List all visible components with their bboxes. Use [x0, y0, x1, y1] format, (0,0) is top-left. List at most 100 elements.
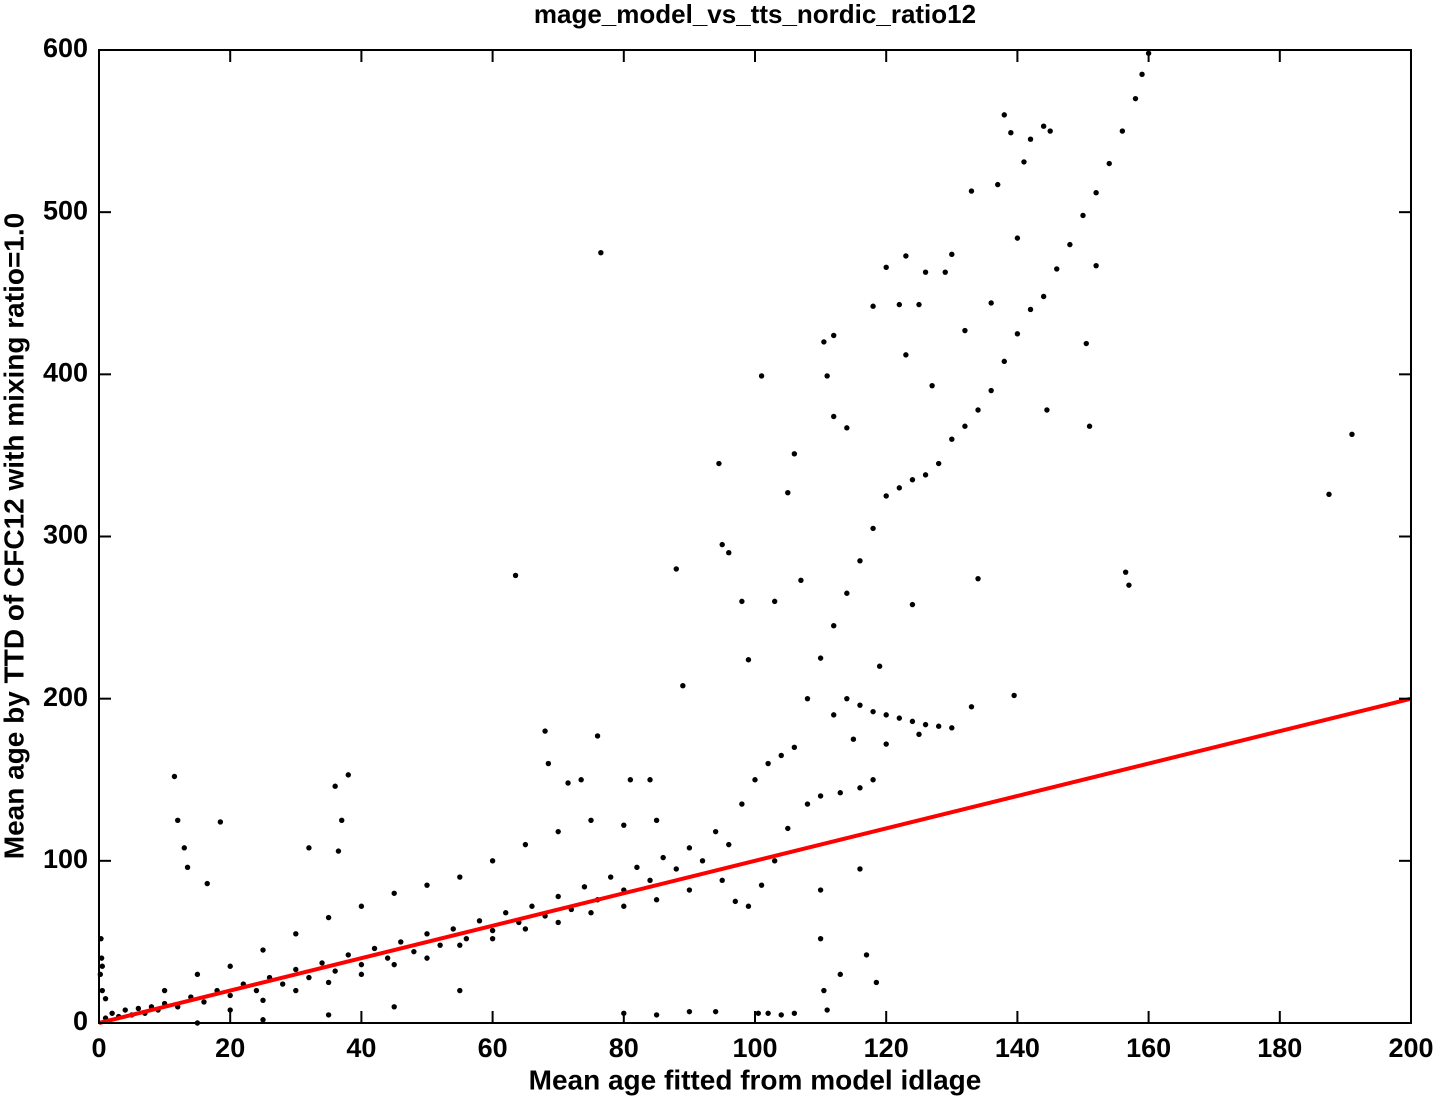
scatter-point: [598, 250, 604, 256]
scatter-point: [607, 874, 614, 880]
scatter-point: [929, 382, 935, 389]
chart-title: mage_model_vs_tts_nordic_ratio12: [534, 0, 976, 29]
scatter-point: [1001, 112, 1007, 118]
scatter-point: [325, 914, 332, 921]
scatter-point: [371, 945, 378, 952]
scatter-point: [1011, 692, 1017, 699]
scatter-point: [686, 1008, 693, 1015]
scatter-point: [883, 264, 889, 271]
scatter-point: [968, 188, 975, 194]
scatter-point: [988, 387, 994, 394]
scatter-point: [1126, 582, 1132, 588]
scatter-point: [457, 874, 463, 880]
scatter-point: [391, 961, 397, 968]
scatter-point: [384, 955, 391, 961]
scatter-point: [745, 903, 752, 909]
scatter-point: [565, 780, 571, 786]
scatter-point: [699, 858, 706, 864]
scatter-point: [503, 910, 509, 916]
scatter-point: [588, 910, 594, 916]
scatter-point: [844, 695, 850, 702]
scatter-point: [1054, 266, 1060, 272]
scatter-point: [194, 971, 201, 978]
scatter-point: [739, 801, 745, 807]
scatter-point: [686, 845, 693, 851]
scatter-point: [883, 741, 889, 747]
scatter-point: [909, 601, 916, 608]
scatter-point: [122, 1007, 128, 1013]
x-tick-label: 180: [1257, 1033, 1302, 1063]
x-tick-label: 80: [609, 1033, 639, 1063]
scatter-point: [949, 436, 955, 442]
scatter-point: [863, 952, 870, 958]
scatter-point: [332, 783, 338, 789]
scatter-point: [1093, 262, 1099, 269]
scatter-point: [988, 300, 994, 306]
scatter-point: [109, 1010, 115, 1016]
scatter-point: [857, 558, 863, 564]
scatter-point: [771, 858, 778, 864]
scatter-point: [726, 550, 732, 556]
scatter-point: [201, 999, 207, 1005]
scatter-point: [489, 935, 496, 942]
scatter-point: [260, 947, 266, 953]
scatter-point: [850, 736, 857, 742]
scatter-point: [975, 407, 981, 413]
scatter-point: [293, 987, 299, 994]
scatter-point: [831, 332, 837, 339]
scatter-point: [949, 251, 955, 258]
scatter-point: [325, 979, 332, 986]
scatter-point: [909, 477, 916, 483]
scatter-point: [1008, 130, 1014, 136]
scatter-point: [463, 935, 470, 942]
scatter-point: [325, 1012, 332, 1018]
scatter-point: [319, 960, 325, 966]
scatter-point: [1093, 190, 1099, 196]
scatter-point: [857, 866, 863, 872]
scatter-point: [758, 882, 765, 888]
scatter-point: [922, 269, 929, 275]
scatter-point: [821, 339, 827, 345]
scatter-point: [680, 682, 686, 689]
scatter-point: [712, 1008, 719, 1015]
scatter-point: [837, 971, 843, 978]
scatter-point: [962, 423, 968, 429]
scatter-point: [398, 939, 404, 945]
scatter-point: [555, 919, 561, 926]
scatter-point: [778, 752, 784, 759]
scatter-point: [1044, 407, 1050, 413]
scatter-point: [1014, 235, 1021, 241]
scatter-point: [857, 702, 863, 708]
scatter-point: [184, 864, 191, 871]
scatter-point: [896, 485, 903, 491]
scatter-point: [1047, 128, 1053, 134]
y-tick-label: 0: [73, 1006, 88, 1036]
scatter-point: [555, 893, 561, 900]
scatter-point: [411, 948, 417, 955]
scatter-point: [578, 777, 584, 783]
scatter-point: [424, 882, 430, 888]
scatter-point: [942, 269, 948, 275]
scatter-point: [732, 898, 739, 905]
scatter-point: [98, 955, 105, 961]
scatter-point: [260, 997, 266, 1003]
scatter-point: [909, 718, 916, 725]
scatter-point: [903, 352, 909, 358]
scatter-point: [437, 942, 443, 948]
scatter-point: [1132, 95, 1139, 102]
y-tick-label: 600: [43, 33, 88, 63]
scatter-point: [489, 927, 496, 934]
scatter-point: [99, 963, 105, 969]
scatter-point: [719, 877, 725, 883]
scatter-point: [831, 622, 837, 629]
scatter-point: [1080, 212, 1086, 219]
scatter-point: [293, 931, 299, 937]
scatter-point: [1021, 159, 1027, 165]
scatter-point: [457, 987, 463, 994]
scatter-point: [1040, 123, 1047, 129]
y-tick-label: 200: [43, 682, 88, 712]
x-tick-label: 160: [1126, 1033, 1171, 1063]
scatter-point: [673, 866, 679, 872]
scatter-point: [876, 663, 883, 669]
scatter-point: [647, 777, 653, 783]
